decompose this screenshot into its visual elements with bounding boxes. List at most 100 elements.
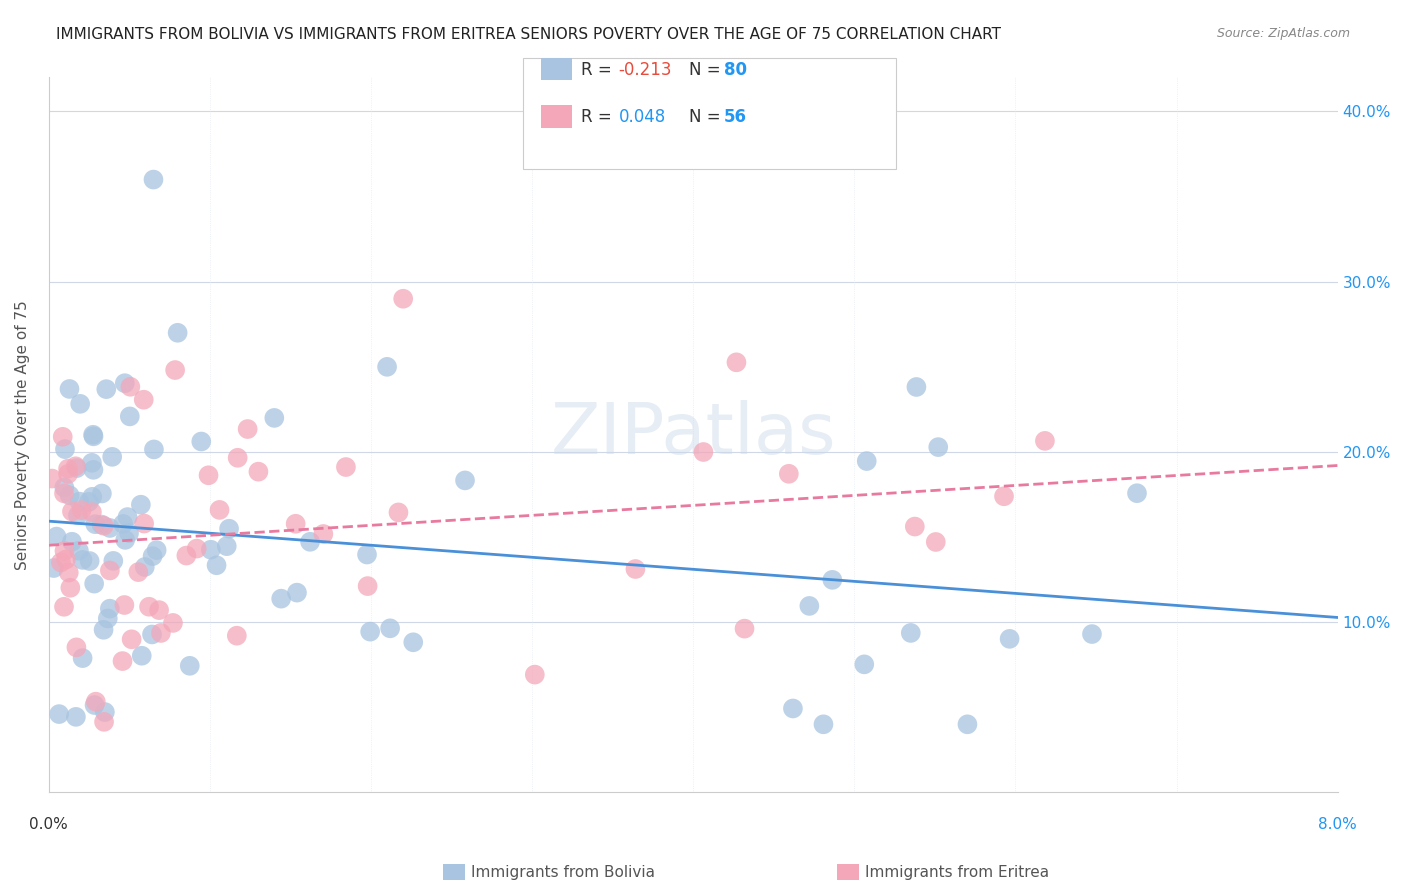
Point [98,521,121,535]
Point [215,539,238,553]
Point [142,549,165,563]
Point [142,442,165,457]
Point [58,566,80,580]
Point [112,598,135,612]
Point [186,541,208,556]
Point [72,553,94,567]
Point [52,430,75,444]
Point [148,603,170,617]
Point [179,658,201,673]
Point [114,376,136,391]
Point [82,463,104,477]
Point [118,409,141,424]
Point [782,701,804,715]
Point [65,710,87,724]
Point [356,579,378,593]
Point [53,486,76,500]
Y-axis label: Seniors Poverty Over the Age of 75: Seniors Poverty Over the Age of 75 [15,300,30,570]
Point [263,410,285,425]
Point [335,460,357,475]
Point [734,622,756,636]
Point [118,526,141,541]
Point [101,450,124,464]
Point [82,427,104,442]
Point [83,698,105,712]
Point [162,615,184,630]
Point [84,695,107,709]
Point [66,461,89,475]
Point [67,543,90,558]
Point [120,380,142,394]
Text: ZIPatlas: ZIPatlas [550,401,837,469]
Point [94,705,117,719]
Point [134,560,156,574]
Point [725,355,748,369]
Point [208,503,231,517]
Point [66,508,89,523]
Point [93,714,115,729]
Point [176,549,198,563]
Text: Source: ZipAtlas.com: Source: ZipAtlas.com [1216,27,1350,40]
Point [114,533,136,547]
Point [905,380,928,394]
Point [927,440,949,454]
Point [58,382,80,396]
Point [83,429,105,443]
Point [131,648,153,663]
Point [60,534,83,549]
Point [166,326,188,340]
Point [141,627,163,641]
Point [356,548,378,562]
Point [149,626,172,640]
Point [82,490,104,504]
Text: IMMIGRANTS FROM BOLIVIA VS IMMIGRANTS FROM ERITREA SENIORS POVERTY OVER THE AGE : IMMIGRANTS FROM BOLIVIA VS IMMIGRANTS FR… [56,27,1001,42]
Point [1081,627,1104,641]
Text: 0.0%: 0.0% [30,817,67,832]
Point [97,611,120,625]
Text: Immigrants from Eritrea: Immigrants from Eritrea [865,865,1049,880]
Point [799,599,821,613]
Point [247,465,270,479]
Text: N =: N = [689,108,725,126]
Point [80,456,103,470]
Point [96,382,118,396]
Point [904,519,927,533]
Point [312,527,335,541]
Point [112,516,135,531]
Point [72,651,94,665]
Point [205,558,228,573]
Point [90,517,112,532]
Point [218,522,240,536]
Point [127,565,149,579]
Point [55,552,77,566]
Point [45,530,67,544]
Point [402,635,425,649]
Text: R =: R = [581,61,617,78]
Point [69,397,91,411]
Point [121,632,143,647]
Point [59,488,82,502]
Point [359,624,381,639]
Point [900,626,922,640]
Point [392,292,415,306]
Text: 8.0%: 8.0% [1319,817,1357,832]
Point [103,554,125,568]
Point [270,591,292,606]
Point [387,505,409,519]
Point [80,505,103,519]
Text: R =: R = [581,108,617,126]
Point [378,621,401,635]
Text: 56: 56 [724,108,747,126]
Point [59,581,82,595]
Point [624,562,647,576]
Point [90,486,112,500]
Point [142,172,165,186]
Point [41,471,63,485]
Point [53,442,76,457]
Point [117,510,139,524]
Point [821,573,844,587]
Point [375,359,398,374]
Point [138,599,160,614]
Point [83,576,105,591]
Point [998,632,1021,646]
